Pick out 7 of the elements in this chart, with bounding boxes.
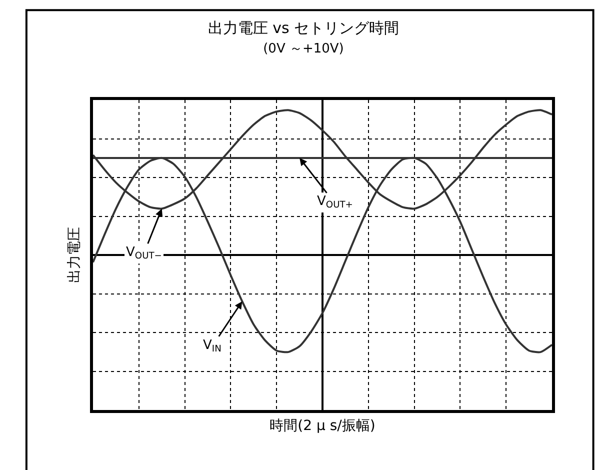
chart-title: 出力電圧 vs セトリング時間 [208,18,400,37]
chart-subtitle: (0V ～+10V) [263,41,344,56]
text: V$_{IN}$ [203,338,222,355]
text: V$_{OUT+}$ [317,194,353,211]
y-axis-title: 出力電圧 [66,227,83,283]
x-axis-title: 時間(2 μ s/振幅) [270,418,376,434]
text: V$_{OUT−}$ [126,245,162,262]
